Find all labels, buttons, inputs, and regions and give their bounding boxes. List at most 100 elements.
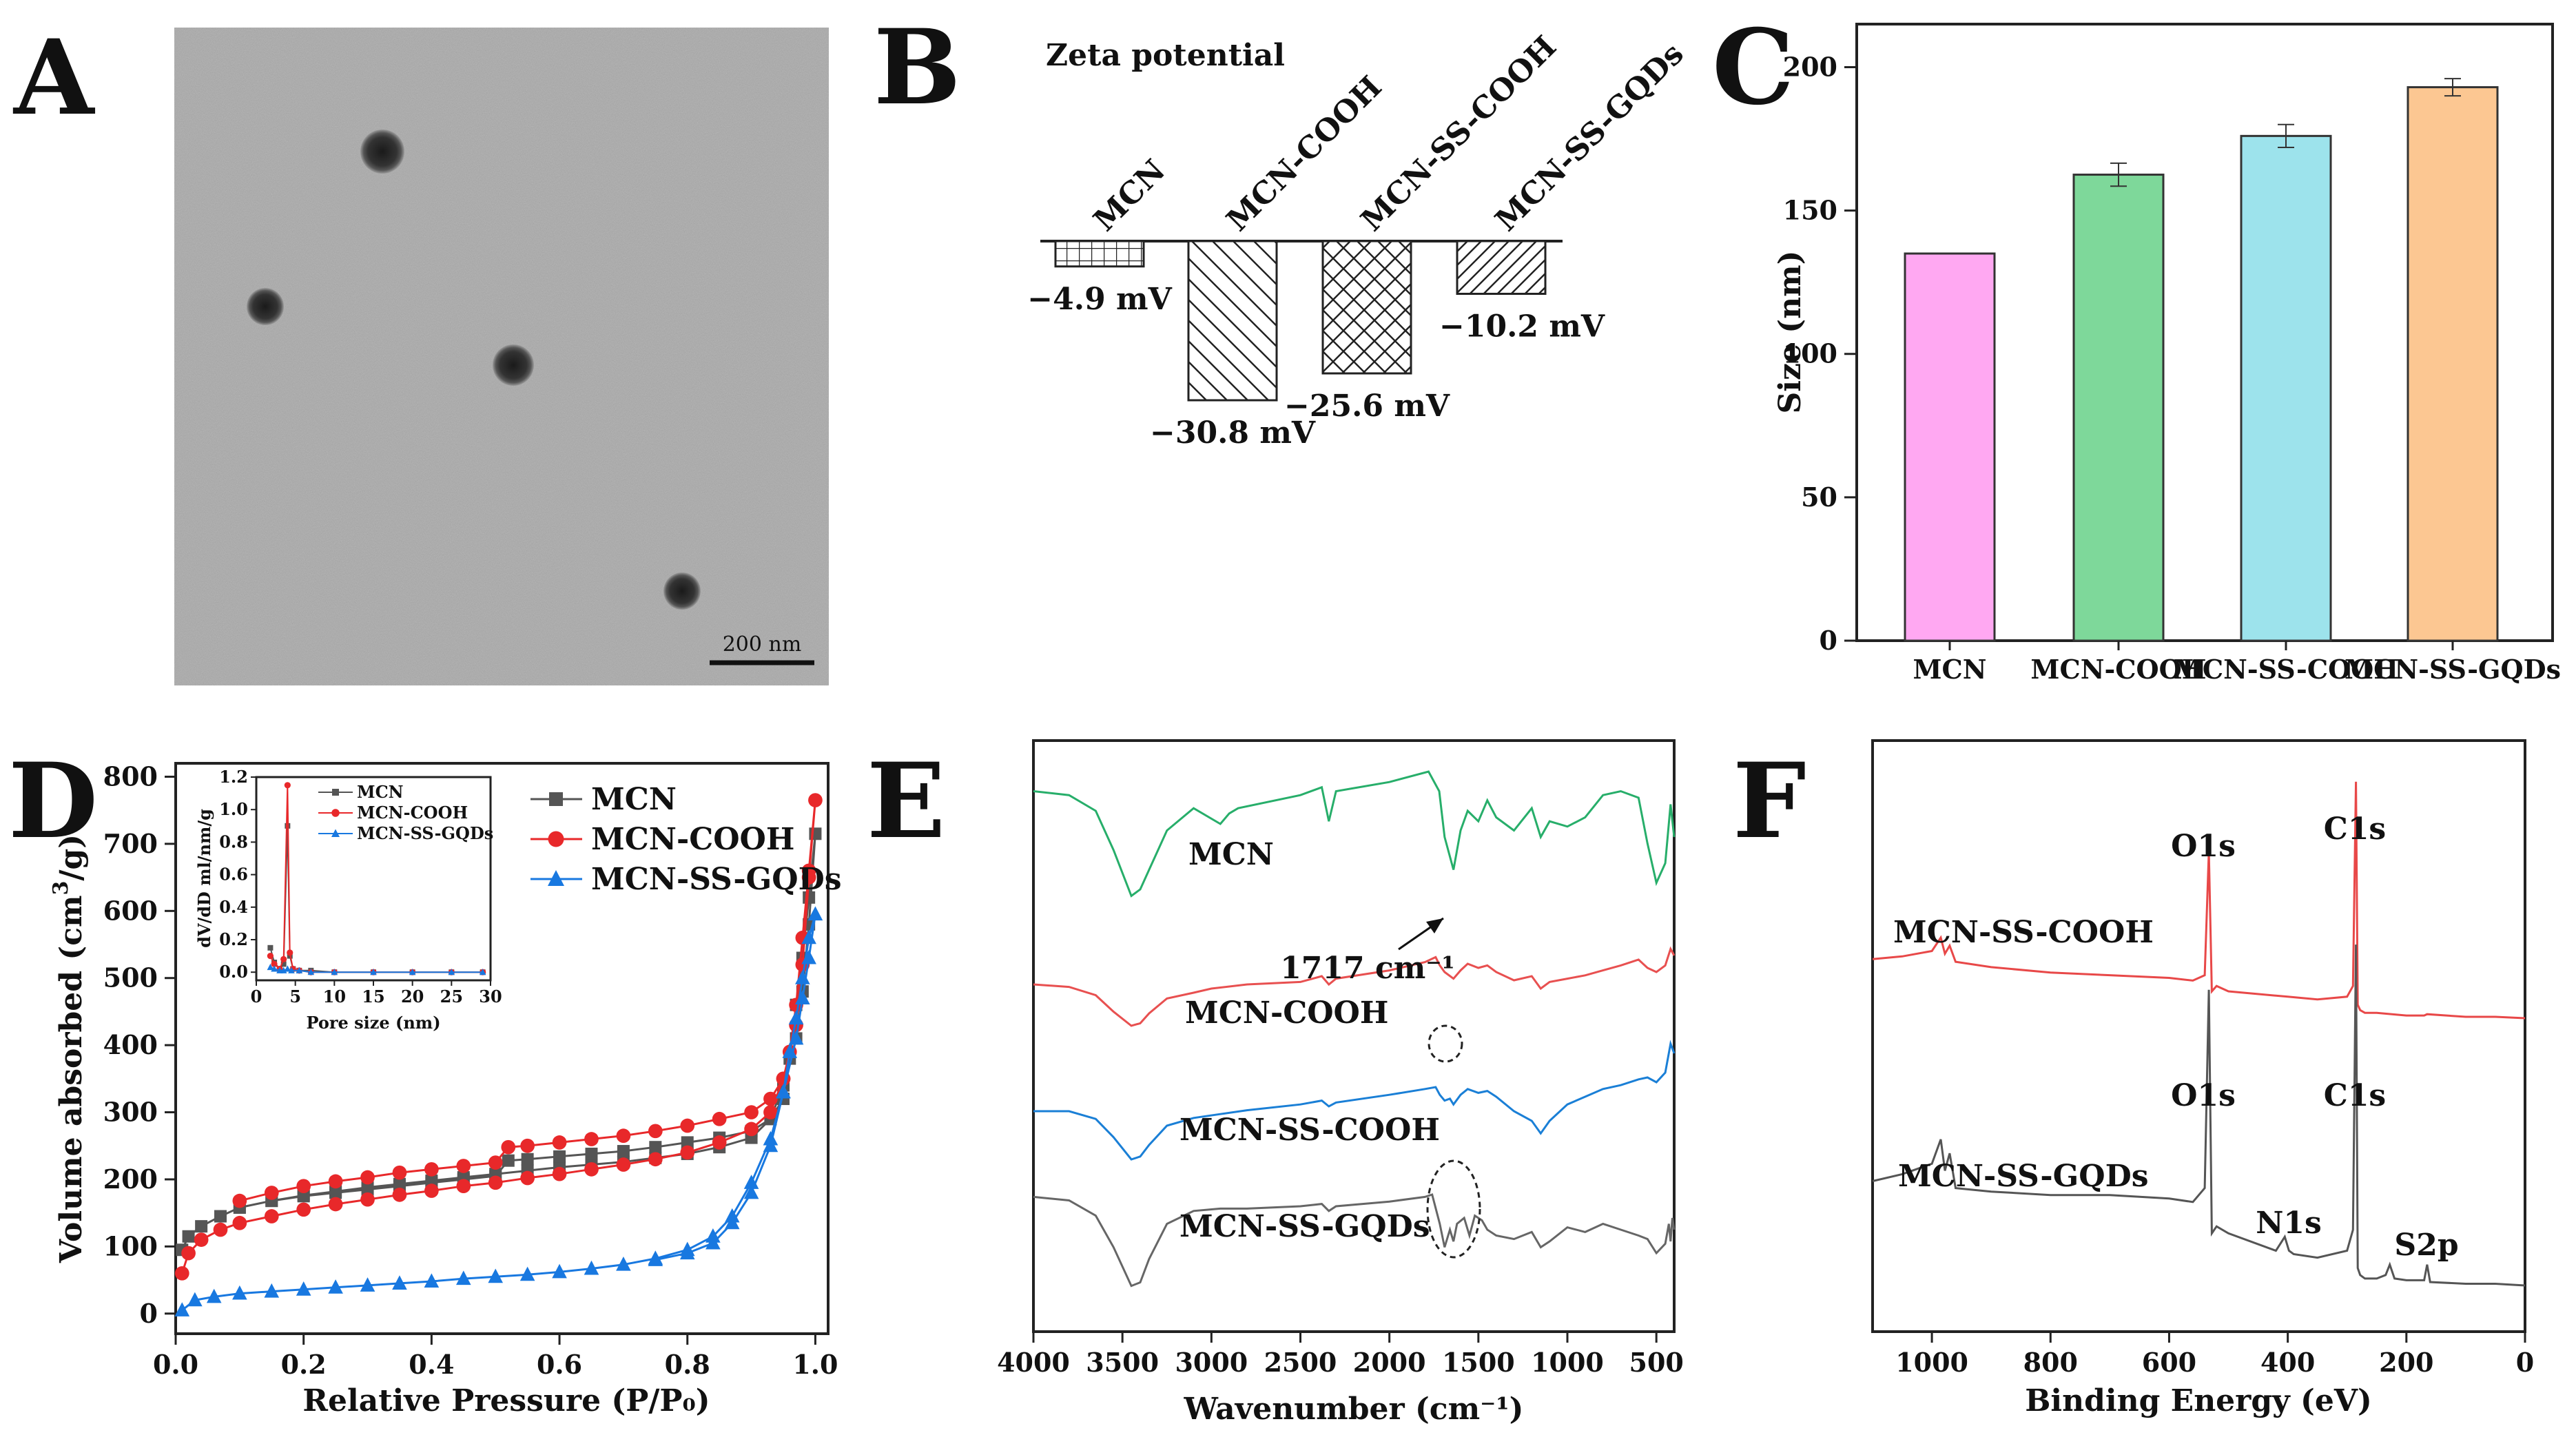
size-bar <box>2072 174 2165 642</box>
isotherm-point <box>264 1209 279 1223</box>
isotherm-point <box>195 1220 208 1233</box>
isotherm-point <box>456 1179 471 1194</box>
inset-legend-marker <box>332 789 339 796</box>
zeta-value-label: −30.8 mV <box>1150 415 1316 451</box>
isotherm-xtick-label: 0.6 <box>537 1349 582 1380</box>
xps-peak-label-n1s: N1s <box>2256 1206 2322 1241</box>
isotherm-point <box>724 1215 740 1230</box>
isotherm-point <box>296 1179 311 1194</box>
isotherm-ytick-label: 100 <box>103 1230 158 1261</box>
inset-legend-label: MCN-SS-GQDs <box>357 823 493 843</box>
xps-xtick-label: 400 <box>2260 1347 2315 1378</box>
size-ytick-label: 0 <box>1820 625 1837 656</box>
isotherm-point <box>424 1273 440 1288</box>
ftir-xtick-label: 3000 <box>1175 1347 1248 1378</box>
isotherm-point <box>649 1141 662 1154</box>
ftir-series-label: MCN <box>1188 837 1274 872</box>
ftir-xlabel: Wavenumber (cm⁻¹) <box>1184 1392 1524 1427</box>
isotherm-point <box>801 929 816 944</box>
tem-image: 200 nm <box>174 28 829 685</box>
isotherm-xtick-label: 0.2 <box>281 1349 327 1380</box>
isotherm-ylabel: Volume absorbed (cm3/g) <box>49 834 89 1263</box>
ftir-series-label: MCN-COOH <box>1185 995 1388 1031</box>
inset-point <box>280 956 287 962</box>
ftir-spectrum <box>1033 1040 1676 1161</box>
size-bar <box>2407 86 2499 642</box>
isotherm-point <box>392 1275 407 1290</box>
xps-spectrum <box>1872 781 2526 1020</box>
xps-xlabel: Binding Energy (eV) <box>2025 1383 2372 1418</box>
isotherm-point <box>801 863 816 878</box>
panel-letter-d: D <box>8 741 98 862</box>
isotherm-point <box>712 1135 727 1150</box>
scale-bar-label: 200 nm <box>723 632 802 657</box>
ftir-series-label: MCN-SS-COOH <box>1179 1113 1440 1148</box>
isotherm-point <box>232 1285 247 1300</box>
tem-particle <box>493 344 534 386</box>
inset-legend-label: MCN <box>357 782 404 802</box>
xps-xtick-label: 1000 <box>1895 1347 1968 1378</box>
panel-letter-f: F <box>1733 741 1806 862</box>
xps-peak-label-o1s: O1s <box>2171 1078 2236 1113</box>
isotherm-point <box>648 1124 663 1139</box>
isotherm-point <box>328 1197 343 1212</box>
isotherm-xtick-label: 0.8 <box>665 1349 710 1380</box>
inset-legend-marker <box>331 809 340 817</box>
isotherm-point <box>782 1044 798 1058</box>
zeta-value-label: −10.2 mV <box>1439 309 1605 344</box>
isotherm-point <box>488 1155 503 1170</box>
ftir-xtick-label: 1500 <box>1442 1347 1515 1378</box>
ftir-highlight-circle <box>1426 1159 1481 1259</box>
isotherm-point <box>788 1030 804 1045</box>
panel-letter-c: C <box>1712 7 1794 128</box>
inset-point <box>287 949 293 956</box>
ftir-spectrum <box>1033 770 1676 898</box>
isotherm-point <box>488 1175 503 1190</box>
ftir-xtick-label: 2500 <box>1264 1347 1337 1378</box>
inset-ylabel: dV/dD ml/nm/g <box>194 809 214 948</box>
isotherm-point <box>328 1174 343 1189</box>
isotherm-point <box>616 1128 631 1143</box>
inset-point <box>409 969 416 975</box>
isotherm-point <box>232 1215 247 1230</box>
isotherm-xtick-label: 1.0 <box>792 1349 838 1380</box>
isotherm-point <box>296 1281 311 1296</box>
inset-point <box>267 953 274 960</box>
isotherm-ytick-label: 300 <box>103 1097 158 1128</box>
xps-spectrum <box>1872 944 2526 1287</box>
xps-plot-frame <box>1871 739 2526 1333</box>
isotherm-ytick-label: 200 <box>103 1164 158 1195</box>
inset-ytick-label: 0.2 <box>219 929 248 949</box>
ftir-xtick-label: 3500 <box>1086 1347 1159 1378</box>
inset-point <box>288 967 295 973</box>
isotherm-point <box>776 1084 791 1099</box>
isotherm-point <box>392 1188 407 1202</box>
isotherm-point <box>520 1170 535 1186</box>
isotherm-point <box>552 1135 567 1150</box>
inset-point <box>271 960 278 967</box>
isotherm-point <box>679 1245 695 1260</box>
inset-ytick-label: 0.8 <box>219 832 248 851</box>
size-category-label: MCN <box>1913 654 1986 685</box>
inset-point <box>331 969 338 975</box>
inset-point <box>280 967 287 973</box>
isotherm-point <box>795 990 810 1004</box>
isotherm-ytick-label: 700 <box>103 828 158 859</box>
isotherm-point <box>584 1132 599 1146</box>
isotherm-point <box>519 1266 535 1281</box>
isotherm-point <box>763 1137 779 1153</box>
isotherm-point <box>763 1091 778 1106</box>
isotherm-point <box>795 970 810 984</box>
isotherm-point <box>214 1210 227 1223</box>
size-ytick-label: 150 <box>1783 195 1837 226</box>
tem-particle <box>247 288 284 325</box>
isotherm-point <box>705 1235 721 1250</box>
isotherm-point <box>360 1170 375 1185</box>
isotherm-point <box>521 1153 534 1166</box>
xps-xtick-label: 200 <box>2379 1347 2433 1378</box>
isotherm-point <box>763 1105 778 1119</box>
zeta-category-label: MCN <box>1087 153 1173 238</box>
xps-xtick-label: 600 <box>2142 1347 2196 1378</box>
isotherm-point <box>552 1166 567 1181</box>
inset-xtick-label: 0 <box>251 987 262 1006</box>
